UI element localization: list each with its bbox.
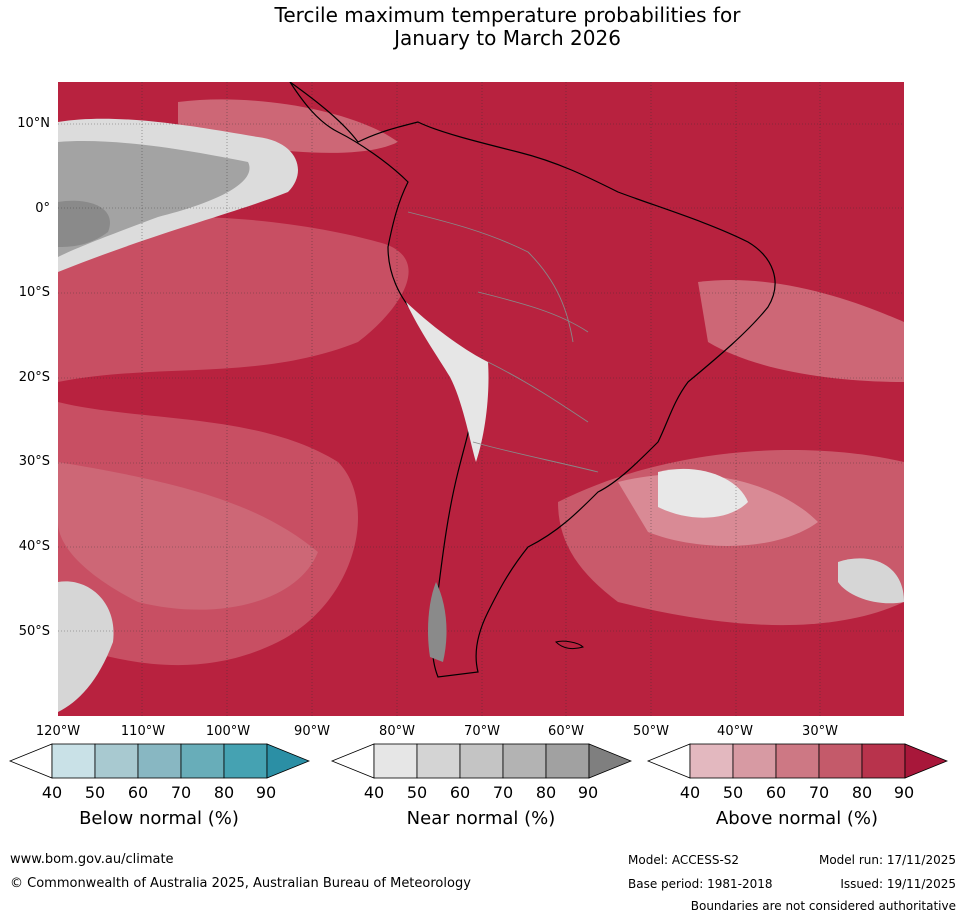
near-normal-sw (58, 581, 114, 712)
footer-model: Model: ACCESS-S2 (628, 853, 740, 867)
lon-label-50w: 50°W (633, 724, 669, 739)
colorbar-below-normal-bin-4 (223, 743, 268, 779)
cb2-tick-40: 40 (679, 783, 701, 802)
lon-label-120w: 120°W (35, 724, 81, 739)
colorbar-above-normal-bin-4 (861, 743, 906, 779)
lon-label-30w: 30°W (802, 724, 838, 739)
lon-label-70w: 70°W (464, 724, 500, 739)
cb1-tick-40: 40 (363, 783, 385, 802)
lat-label-0: 0° (35, 201, 50, 216)
footer-issued: Issued: 19/11/2025 (840, 877, 956, 891)
cb2-tick-50: 50 (722, 783, 744, 802)
colorbar-near-normal-bin-0 (373, 743, 418, 779)
lat-label-30s: 30°S (18, 454, 50, 469)
probability-map (58, 82, 904, 716)
andes-near-normal (406, 302, 489, 462)
colorbar-above-normal-title: Above normal (%) (715, 808, 879, 829)
colorbar-above-normal-bin-0 (689, 743, 734, 779)
colorbar-above-normal-bin-3 (818, 743, 863, 779)
lat-label-50s: 50°S (18, 624, 50, 639)
red-patch-1 (58, 216, 409, 382)
country-borders (407, 211, 599, 473)
colorbar-below-normal-bin-1 (94, 743, 139, 779)
cb2-tick-70: 70 (808, 783, 830, 802)
colorbar-near-normal-title: Near normal (%) (406, 808, 556, 829)
map-title: Tercile maximum temperature probabilitie… (0, 4, 965, 50)
near-normal-pacific-core (58, 200, 110, 247)
colorbar-below-normal-low-arrow (8, 743, 53, 779)
lon-label-60w: 60°W (548, 724, 584, 739)
footer-disclaimer: Boundaries are not considered authoritat… (690, 899, 956, 913)
title-line-1: Tercile maximum temperature probabilitie… (274, 3, 741, 27)
lat-label-10n: 10°N (17, 116, 50, 131)
lon-label-90w: 90°W (294, 724, 330, 739)
lon-label-80w: 80°W (379, 724, 415, 739)
colorbar-above-normal-bin-1 (732, 743, 777, 779)
colorbar-below-normal-bin-0 (51, 743, 96, 779)
colorbar-above-normal-low-arrow (646, 743, 691, 779)
graticule (58, 82, 904, 716)
footer-base-period: Base period: 1981-2018 (628, 877, 773, 891)
cb1-tick-80: 80 (535, 783, 557, 802)
cb2-tick-90: 90 (893, 783, 915, 802)
near-normal-south-atlantic (658, 468, 748, 518)
colorbar-near-normal-high-arrow (588, 743, 632, 779)
red-patch-3 (58, 462, 318, 610)
cb0-tick-60: 60 (127, 783, 149, 802)
cb1-tick-50: 50 (406, 783, 428, 802)
lat-label-20s: 20°S (18, 370, 50, 385)
footer-copyright: © Commonwealth of Australia 2025, Austra… (10, 876, 471, 891)
footer-url[interactable]: www.bom.gov.au/climate (10, 852, 174, 867)
cb0-tick-80: 80 (213, 783, 235, 802)
title-line-2: January to March 2026 (394, 26, 621, 50)
colorbar-above-normal (646, 743, 948, 779)
colorbar-near-normal-low-arrow (330, 743, 375, 779)
colorbar-above-normal-high-arrow (904, 743, 948, 779)
colorbar-near-normal-bin-1 (416, 743, 461, 779)
lat-label-10s: 10°S (18, 285, 50, 300)
cb2-tick-60: 60 (765, 783, 787, 802)
red-patch-5 (698, 280, 904, 382)
cb0-tick-50: 50 (84, 783, 106, 802)
lon-label-100w: 100°W (205, 724, 251, 739)
cb1-tick-60: 60 (449, 783, 471, 802)
colorbar-below-normal-title: Below normal (%) (79, 808, 239, 829)
cb0-tick-40: 40 (41, 783, 63, 802)
colorbar-below-normal-bin-3 (180, 743, 225, 779)
colorbar-near-normal-bin-2 (459, 743, 504, 779)
patagonia-near-normal (428, 582, 447, 662)
colorbar-below-normal-high-arrow (266, 743, 310, 779)
cb2-tick-80: 80 (851, 783, 873, 802)
lon-label-110w: 110°W (120, 724, 166, 739)
colorbar-near-normal-bin-4 (545, 743, 590, 779)
falkland-islands (555, 640, 584, 650)
colorbar-below-normal-bin-2 (137, 743, 182, 779)
cb0-tick-70: 70 (170, 783, 192, 802)
colorbar-below-normal (8, 743, 310, 779)
lat-label-40s: 40°S (18, 539, 50, 554)
south-america-coastline (289, 82, 776, 678)
colorbar-near-normal (330, 743, 632, 779)
footer-model-run: Model run: 17/11/2025 (818, 853, 956, 867)
cb0-tick-90: 90 (255, 783, 277, 802)
lon-label-40w: 40°W (717, 724, 753, 739)
map-svg (58, 82, 904, 716)
colorbar-near-normal-bin-3 (502, 743, 547, 779)
colorbar-above-normal-bin-2 (775, 743, 820, 779)
near-normal-east (838, 558, 904, 604)
cb1-tick-90: 90 (577, 783, 599, 802)
cb1-tick-70: 70 (492, 783, 514, 802)
